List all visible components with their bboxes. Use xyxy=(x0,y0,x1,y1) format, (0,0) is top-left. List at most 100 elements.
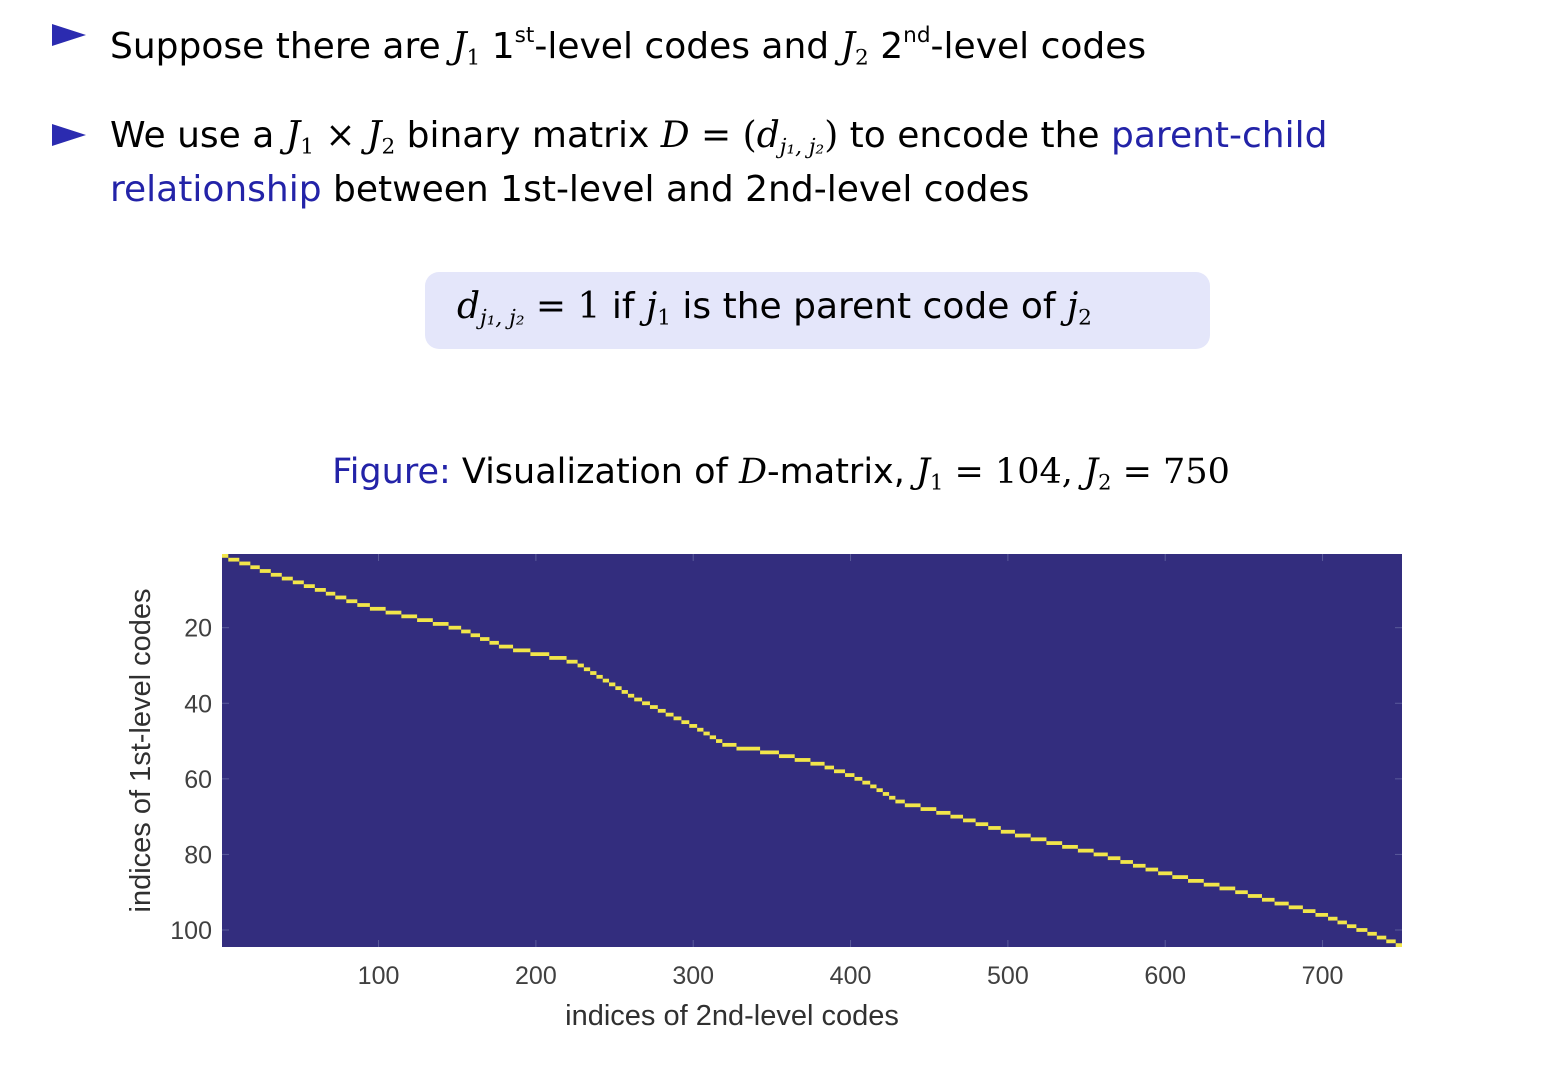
matrix-cell-run xyxy=(259,569,271,573)
matrix-cell-run xyxy=(1376,935,1387,940)
matrix-cell-run xyxy=(1235,890,1248,895)
y-tick-label: 60 xyxy=(184,766,212,794)
matrix-cell-run xyxy=(975,822,989,827)
matrix-cell-run xyxy=(882,792,890,796)
matrix-cell-run xyxy=(657,708,666,713)
bullet-2-line-1: We use a J1 × J2 binary matrix D = (dj₁,… xyxy=(110,115,1328,160)
matrix-cell-run xyxy=(250,565,260,570)
matrix-cell-run xyxy=(1120,860,1133,864)
matrix-cell-run xyxy=(470,633,481,638)
matrix-cell-run xyxy=(480,637,490,641)
matrix-cell-run xyxy=(1077,848,1094,853)
matrix-cell-run xyxy=(615,686,622,691)
matrix-cell-run xyxy=(904,803,921,808)
bullet-triangle-icon xyxy=(52,24,86,46)
matrix-cell-run xyxy=(665,712,674,717)
y-tick-label: 100 xyxy=(170,917,212,945)
matrix-cell-run xyxy=(1093,852,1108,857)
matrix-cell-run xyxy=(870,784,877,789)
matrix-cell-run xyxy=(1302,909,1316,913)
matrix-cell-run xyxy=(845,773,855,777)
matrix-cell-run xyxy=(228,557,240,562)
matrix-cell-run xyxy=(950,814,964,819)
matrix-cell-run xyxy=(1203,882,1220,887)
x-axis-label: indices of 2nd-level codes xyxy=(565,1000,899,1032)
matrix-cell-run xyxy=(314,588,326,592)
bullet-2-line-2: relationship between 1st-level and 2nd-l… xyxy=(110,169,1030,210)
matrix-cell-run xyxy=(963,818,976,823)
matrix-cell-run xyxy=(461,629,471,634)
matrix-cell-run xyxy=(722,742,737,747)
y-tick-label: 80 xyxy=(184,841,212,869)
matrix-cell-run xyxy=(357,603,370,607)
matrix-cell-run xyxy=(895,799,905,804)
matrix-cell-run xyxy=(292,580,304,585)
matrix-cell-run xyxy=(609,682,616,687)
matrix-cell-run xyxy=(1172,875,1189,879)
matrix-cell-run xyxy=(778,754,795,759)
matrix-cell-run xyxy=(222,554,229,558)
matrix-cell-run xyxy=(1315,912,1329,917)
matrix-cell-run xyxy=(1261,897,1275,902)
matrix-cell-run xyxy=(1395,943,1402,947)
matrix-cell-run xyxy=(596,674,603,679)
matrix-cell-run xyxy=(325,591,336,596)
matrix-cell-run xyxy=(689,724,698,728)
matrix-cell-run xyxy=(346,599,358,604)
matrix-cell-run xyxy=(281,576,293,581)
matrix-cell-run xyxy=(590,671,597,675)
matrix-cell-run xyxy=(988,826,1001,830)
matrix-cell-run xyxy=(498,644,514,649)
matrix-cell-run xyxy=(335,595,347,600)
x-tick-label: 700 xyxy=(1302,962,1344,990)
matrix-cell-run xyxy=(649,705,658,709)
matrix-cell-run xyxy=(709,735,717,740)
matrix-cell-run xyxy=(401,614,418,619)
x-tick-label: 200 xyxy=(515,962,557,990)
x-tick-label: 400 xyxy=(830,962,872,990)
matrix-cell-run xyxy=(716,739,723,743)
matrix-cell-run xyxy=(417,618,433,623)
matrix-cell-run xyxy=(736,746,761,751)
x-tick-label: 500 xyxy=(987,962,1029,990)
matrix-cell-run xyxy=(1356,928,1368,932)
matrix-cell-run xyxy=(566,659,578,664)
matrix-cell-run xyxy=(489,640,499,645)
matrix-cell-run xyxy=(1030,837,1047,842)
y-axis-label: indices of 1st-level codes xyxy=(125,589,157,913)
matrix-cell-run xyxy=(673,716,682,721)
matrix-cell-run xyxy=(697,727,704,732)
matrix-cell-run xyxy=(1337,920,1347,925)
matrix-cell-run xyxy=(854,776,863,781)
matrix-cell-run xyxy=(583,667,591,672)
matrix-cell-run xyxy=(1328,916,1338,921)
matrix-cell-run xyxy=(621,690,628,694)
x-tick-label: 600 xyxy=(1144,962,1186,990)
matrix-cell-run xyxy=(703,731,710,736)
matrix-cell-run xyxy=(1219,886,1236,891)
matrix-cell-run xyxy=(385,610,402,615)
y-tick-label: 20 xyxy=(184,615,212,643)
matrix-cell-run xyxy=(513,648,531,653)
x-tick-label: 100 xyxy=(358,962,400,990)
bullet-triangle-icon xyxy=(52,124,86,146)
x-tick-label: 300 xyxy=(672,962,714,990)
matrix-cell-run xyxy=(1188,878,1204,883)
matrix-cell-run xyxy=(1158,871,1173,876)
matrix-cell-run xyxy=(1107,856,1121,861)
matrix-cell-run xyxy=(824,765,835,770)
matrix-cell-run xyxy=(1386,939,1396,944)
figure-caption: Figure: Visualization of D-matrix, J1 = … xyxy=(332,452,1230,495)
matrix-cell-run xyxy=(303,584,315,589)
matrix-cell-run xyxy=(270,572,282,577)
matrix-cell-run xyxy=(602,678,610,683)
matrix-cell-run xyxy=(834,769,846,774)
matrix-cell-run xyxy=(549,656,567,660)
matrix-cell-run xyxy=(1367,931,1377,936)
matrix-cell-run xyxy=(920,807,937,811)
matrix-cell-run xyxy=(1247,894,1262,898)
d-matrix-chart: 100 200 300 400 500 600 700 20 40 60 80 100 indices… xyxy=(125,554,1402,1032)
equation: dj₁, j₂ = 1 if j1 is the parent code of … xyxy=(457,286,1092,331)
matrix-cell-run xyxy=(530,652,550,657)
matrix-cell-run xyxy=(760,750,779,755)
